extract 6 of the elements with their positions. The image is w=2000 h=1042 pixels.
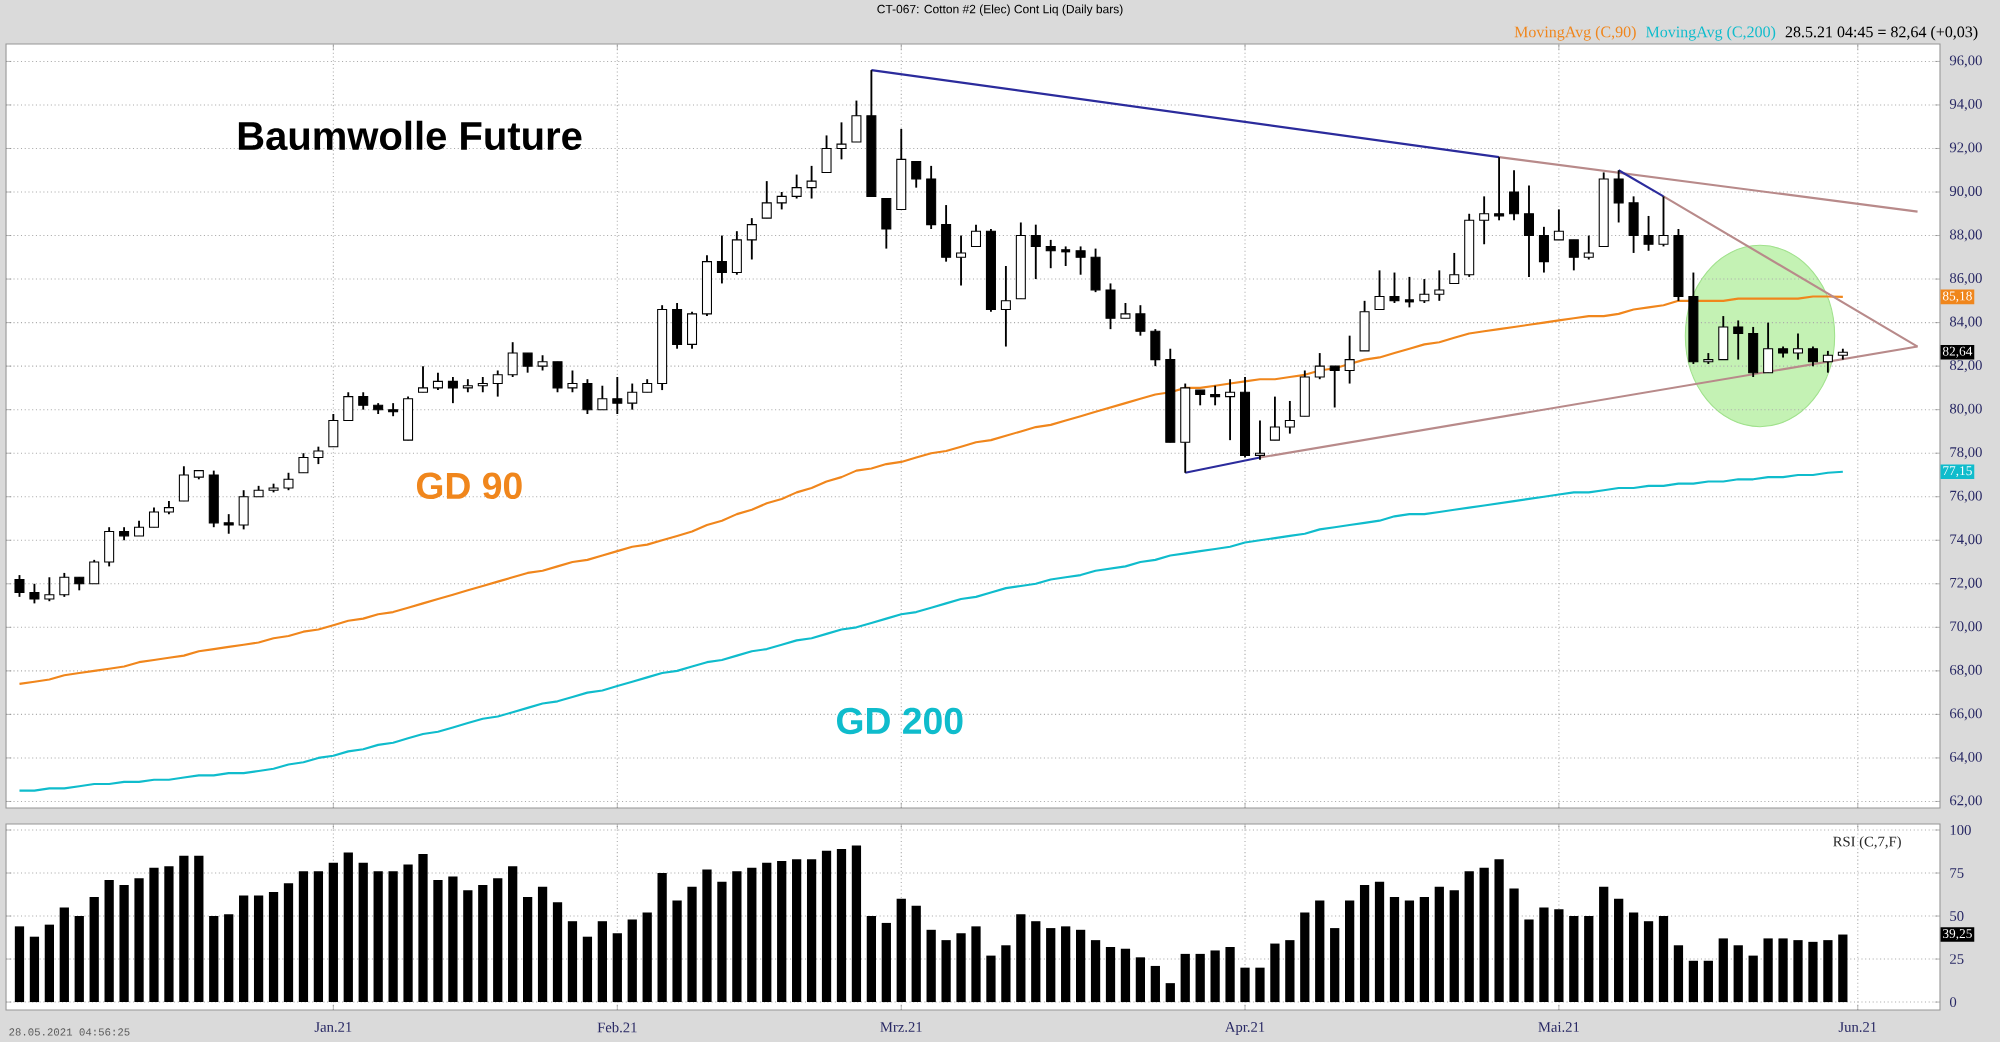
text: MovingAvg (C,90) [1514, 26, 1636, 41]
text: Baumwolle Future [238, 120, 582, 151]
text: 28.5.21 04:45 = 82,64 (+0,03) [1785, 26, 1978, 41]
annotation: GD 200 [836, 707, 963, 735]
text: MovingAvg (C,200) [1646, 26, 1776, 41]
annotation: GD 90 [416, 472, 522, 500]
